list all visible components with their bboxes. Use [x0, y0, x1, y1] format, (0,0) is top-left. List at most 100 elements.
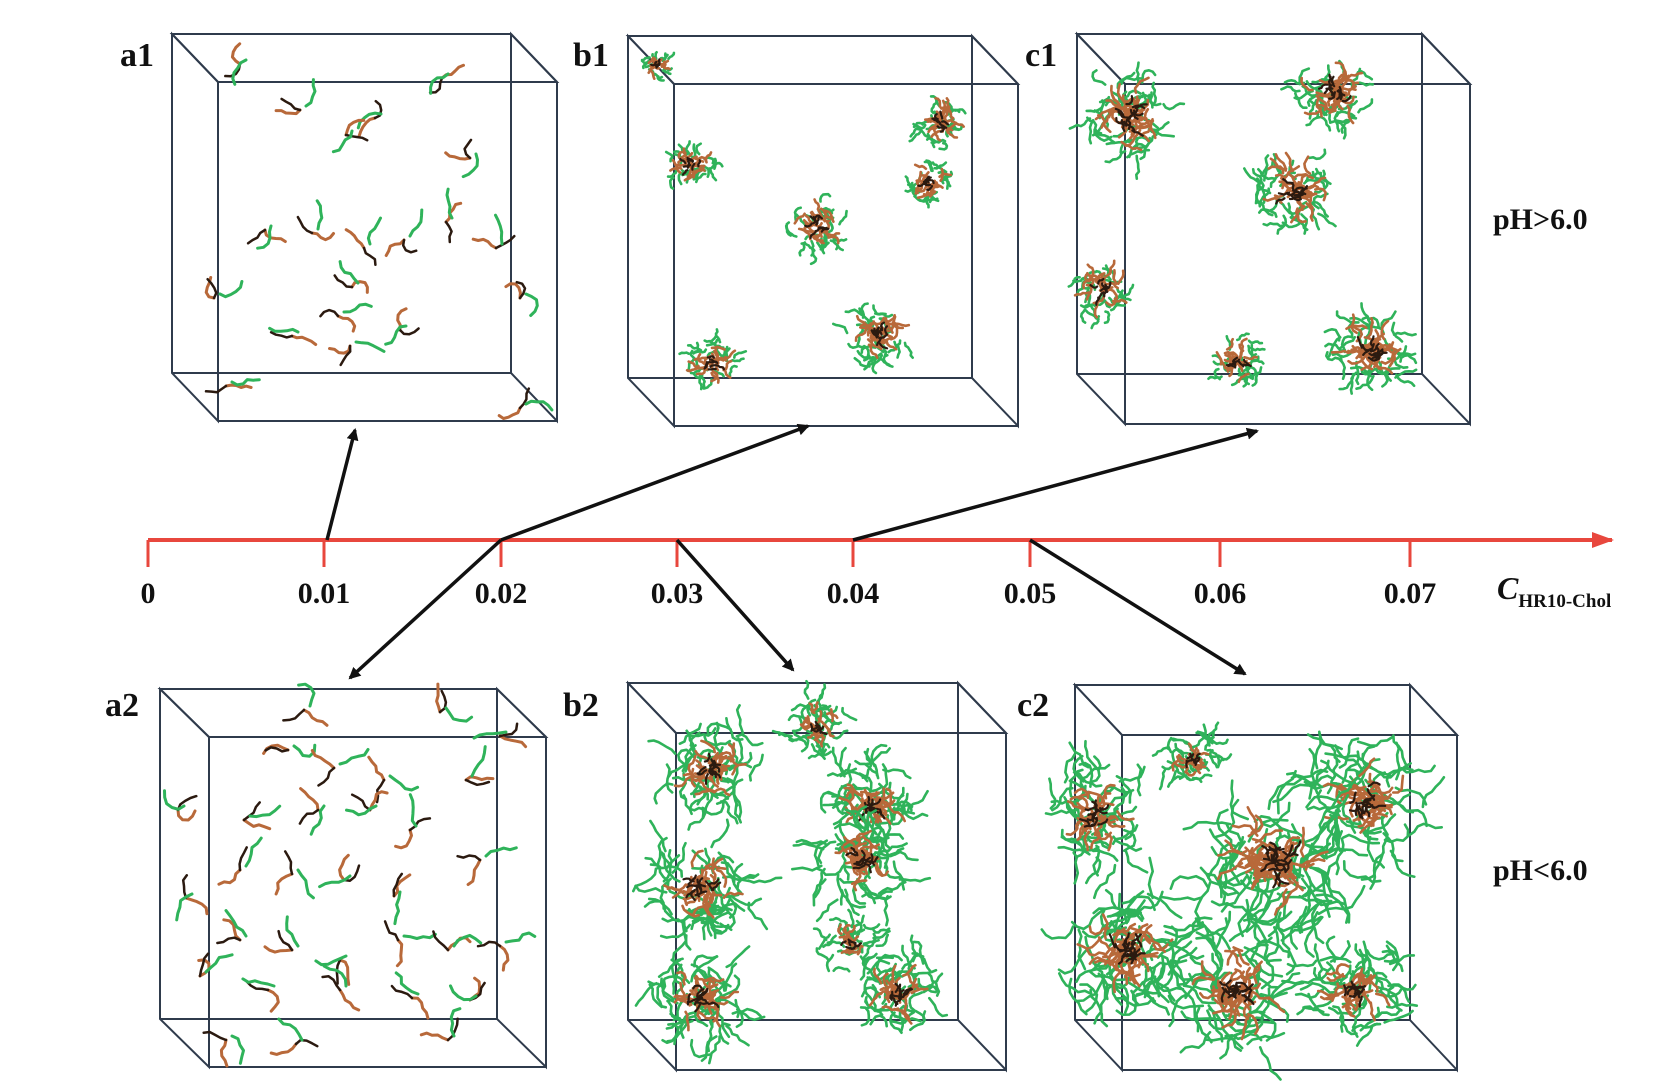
micelle-b1-0	[640, 51, 676, 82]
aggregate-a2-6	[464, 745, 495, 787]
aggregate-a2-10	[345, 790, 389, 817]
arrow-to-b2	[675, 538, 795, 672]
unimer-a1-5	[444, 138, 479, 179]
aggregate-a2-3	[262, 743, 317, 758]
axis-label-main: C	[1497, 570, 1519, 606]
transition-arrows	[325, 423, 1259, 680]
arrow-to-c2	[1029, 538, 1247, 676]
unimer-a1-12	[204, 276, 244, 300]
condition-label-top: pH>6.0	[1493, 203, 1588, 236]
sim-box-a1	[169, 31, 560, 424]
aggregate-a2-19	[263, 915, 300, 954]
aggregate-a2-14	[274, 850, 315, 900]
arrow-to-c1	[852, 427, 1259, 542]
unimer-a1-1	[428, 63, 465, 95]
sim-box-a2	[157, 686, 549, 1070]
unimer-a1-18	[504, 280, 539, 317]
aggregate-a2-28	[449, 976, 486, 1002]
tick-label-7: 0.07	[1384, 577, 1437, 610]
micelle-b2-4	[632, 818, 783, 966]
aggregate-a2-26	[321, 964, 361, 1012]
micelle-b2-3	[791, 805, 932, 927]
axis-ticklabels: 0 0.01 0.02 0.03 0.04 0.05 0.06 0.07	[141, 577, 1437, 610]
micelle-c2-3	[1169, 769, 1382, 965]
micelle-c1-5	[1323, 302, 1418, 395]
micelle-b1-5	[678, 328, 748, 391]
unimer-a1-11	[471, 213, 516, 250]
tick-label-5: 0.05	[1004, 577, 1057, 610]
micelle-b2-1	[771, 679, 858, 760]
aggregate-a2-0	[282, 682, 329, 727]
panel-label-c1: c1	[1025, 37, 1057, 74]
aggregate-a2-8	[242, 801, 282, 831]
micelle-c1-3	[1067, 259, 1135, 330]
aggregate-a2-12	[456, 846, 518, 886]
micelle-b2-5	[812, 908, 891, 973]
unimer-a1-6	[246, 224, 287, 250]
micelle-b1-1	[664, 140, 724, 190]
micelle-b1-3	[904, 159, 954, 209]
unimer-a1-14	[319, 302, 373, 333]
arrow-to-a1	[325, 428, 359, 541]
panel-label-a1: a1	[120, 37, 154, 74]
panel-label-b2: b2	[563, 687, 599, 724]
unimer-a1-9	[384, 208, 424, 257]
unimer-a1-19	[204, 378, 261, 394]
micelle-b1-4	[784, 192, 848, 266]
aggregate-a2-4	[310, 748, 370, 787]
aggregate-a2-5	[367, 755, 420, 804]
aggregate-a2-24	[197, 952, 234, 978]
panel-label-c2: c2	[1017, 687, 1049, 724]
panel-label-a2: a2	[105, 687, 139, 724]
tick-label-3: 0.03	[651, 577, 704, 610]
arrow-to-a2	[348, 538, 503, 680]
micelle-b2-7	[859, 934, 949, 1034]
aggregate-a2-16	[392, 872, 412, 926]
panel-label-b1: b1	[573, 37, 609, 74]
aggregate-a2-31	[419, 1007, 462, 1042]
tick-label-1: 0.01	[298, 577, 351, 610]
micelle-b2-0	[647, 704, 764, 831]
micelle-c2-6	[1286, 935, 1419, 1047]
aggregate-a2-23	[476, 931, 537, 972]
aggregate-a2-29	[202, 1030, 245, 1068]
sim-box-c2	[1072, 682, 1460, 1073]
aggregate-a2-1	[435, 682, 474, 723]
aggregate-a2-15	[318, 853, 361, 889]
aggregate-a2-27	[390, 971, 430, 1020]
axis-tickmarks	[146, 540, 1412, 567]
tick-label-6: 0.06	[1194, 577, 1247, 610]
micelle-b2-6	[634, 945, 766, 1065]
aggregate-a2-21	[383, 920, 437, 968]
aggregate-a2-11	[394, 793, 432, 850]
axis-label: CHR10-Chol	[1497, 570, 1611, 612]
micelle-c1-0	[1068, 61, 1186, 180]
aggregate-a2-18	[216, 909, 248, 945]
micelle-c1-2	[1243, 148, 1337, 235]
micelle-c2-1	[1151, 721, 1233, 791]
unimer-a1-10	[444, 187, 463, 244]
polymer-particles	[163, 42, 1446, 1081]
unimer-a1-13	[333, 260, 369, 294]
axis-label-subscript: HR10-Chol	[1518, 591, 1611, 612]
unimer-a1-7	[296, 199, 335, 242]
condition-label-bottom: pH<6.0	[1493, 854, 1588, 887]
aggregate-a2-22	[432, 930, 483, 952]
unimer-a1-3	[356, 99, 383, 138]
unimer-a1-15	[384, 307, 420, 346]
micelle-c2-4	[1040, 856, 1213, 1028]
unimer-a1-2	[274, 78, 317, 116]
micelle-b1-6	[832, 302, 914, 375]
micelle-c2-0	[1044, 739, 1149, 885]
micelle-c2-5	[1151, 898, 1338, 1081]
unimer-a1-20	[497, 387, 554, 420]
micelle-c1-1	[1280, 59, 1375, 140]
arrow-to-b1	[500, 423, 810, 542]
unimer-a1-4	[331, 118, 369, 154]
tick-label-0: 0	[141, 577, 156, 610]
aggregate-a2-25	[241, 977, 280, 1013]
unimer-a1-0	[224, 42, 248, 86]
micelle-c1-4	[1207, 332, 1266, 388]
aggregate-a2-7	[163, 789, 198, 822]
